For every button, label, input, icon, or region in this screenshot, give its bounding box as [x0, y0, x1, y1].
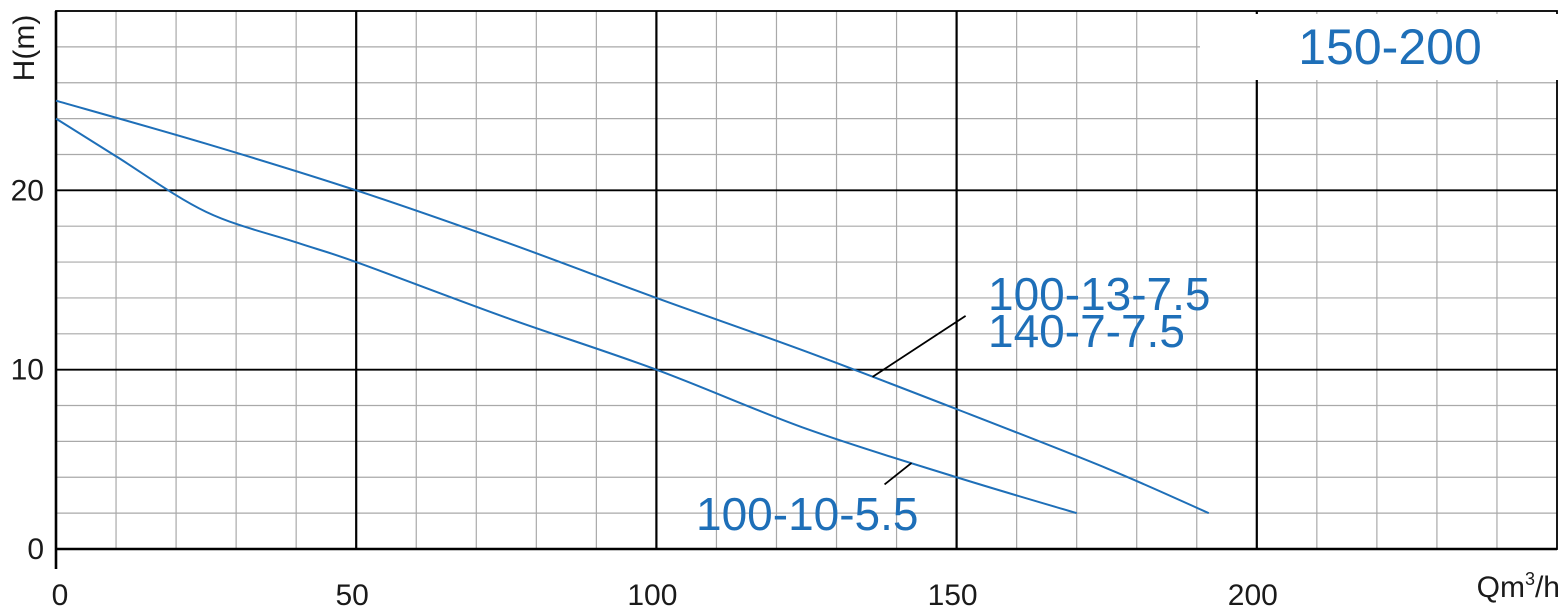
annotation-leader-1: [872, 315, 967, 378]
x-axis-label-tail: /h: [1535, 571, 1560, 604]
grid: [54, 10, 1558, 569]
x-axis-label-sup: 3: [1525, 569, 1535, 589]
title-background: [1200, 14, 1558, 80]
chart-title: 150-200: [1298, 19, 1482, 75]
y-tick-label: 0: [27, 533, 44, 566]
annotation-leaders: [872, 315, 967, 486]
x-tick-label: 100: [627, 579, 677, 608]
curve-label-140-7-7-5: 140-7-7.5: [988, 305, 1185, 357]
curve-label-100-10-5-5: 100-10-5.5: [696, 488, 919, 540]
curve-label-100-13-7-5: 100-13-7.5: [988, 268, 1211, 320]
tick-labels: 0 50 100 150 200 0 10 20: [11, 174, 1278, 608]
series-line-1: [55, 99, 1210, 515]
y-axis-label: H(m): [8, 15, 41, 82]
series-layer: [55, 99, 1210, 515]
x-axis-label-base: Qm: [1477, 571, 1525, 604]
y-tick-label: 20: [11, 174, 44, 207]
plot-border: [55, 10, 1558, 550]
y-tick-label: 10: [11, 354, 44, 387]
x-tick-label: 200: [1228, 579, 1278, 608]
x-axis-label: Qm3/h: [1477, 569, 1560, 604]
x-tick-label: 0: [52, 579, 69, 608]
annotation-leader-3: [883, 462, 913, 486]
series-line-2: [55, 117, 1077, 515]
x-tick-label: 50: [336, 579, 369, 608]
x-tick-label: 150: [928, 579, 978, 608]
